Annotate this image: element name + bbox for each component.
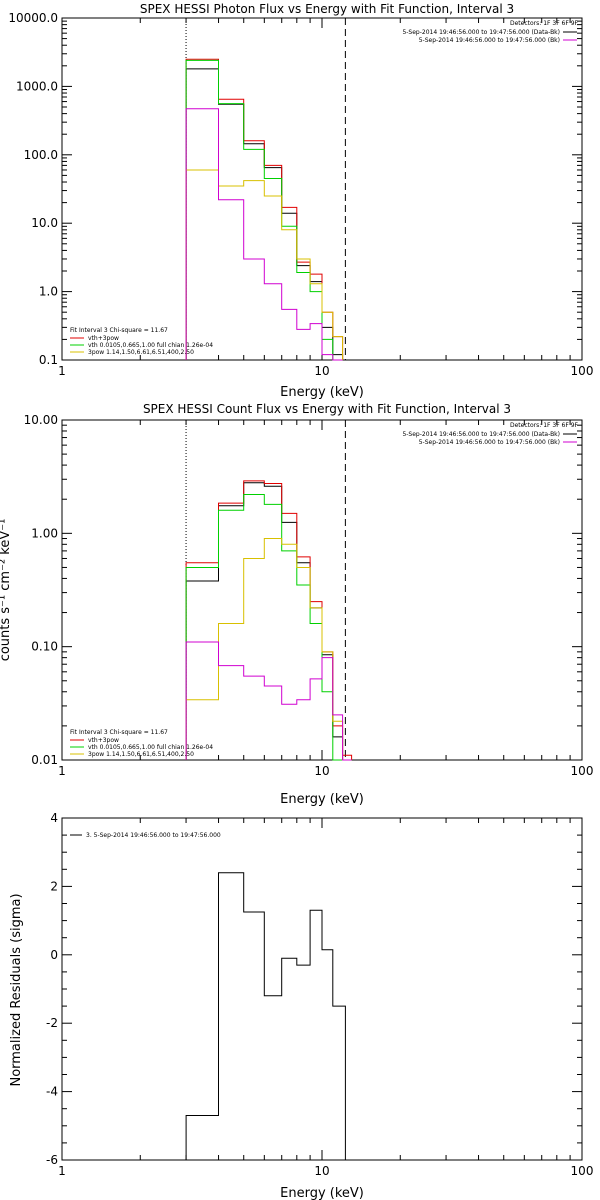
count-flux-panel: SPEX HESSI Count Flux vs Energy with Fit… [0,402,593,807]
x-tick-label: 100 [571,764,594,778]
x-tick-label: 10 [314,364,329,378]
x-tick-labels: 1 10 100 [58,1164,593,1178]
y-tick-label: -4 [46,1085,58,1099]
plot-frame [61,419,583,761]
y-tick-label: 0 [50,948,58,962]
header-line: Detectors: 1F 3F 6F 9F [510,20,579,27]
energy-range-markers [185,420,346,760]
header-line: 5-Sep-2014 19:46:56.000 to 19:47:56.000 … [402,431,560,438]
series-black [185,872,346,1160]
y-tick-label: 1.00 [31,526,58,540]
legend-label: 3pow 1.14,1.50,6.61,6.51,400,2.50 [88,349,194,356]
legend-label: 3pow 1.14,1.50,6.61,6.51,400,2.50 [88,751,194,758]
legend: 3. 5-Sep-2014 19:46:56.000 to 19:47:56.0… [70,832,221,839]
legend-label: 3. 5-Sep-2014 19:46:56.000 to 19:47:56.0… [86,832,221,839]
y-axis-label: Normalized Residuals (sigma) [9,893,24,1086]
x-axis-label: Energy (keV) [280,792,364,807]
header-block: Detectors: 1F 3F 6F 9F 5-Sep-2014 19:46:… [402,20,578,44]
y-axis-label: counts s⁻¹ cm⁻² keV⁻¹ [0,519,13,662]
header-line: 5-Sep-2014 19:46:56.000 to 19:47:56.000 … [419,37,560,44]
header-line: 5-Sep-2014 19:46:56.000 to 19:47:56.000 … [419,439,560,446]
legend-fit-info: Fit Interval 3 Chi-square = 11.67 [70,729,168,736]
x-tick-label: 1 [58,764,66,778]
series-black [185,482,352,761]
series-yellow [185,169,344,360]
series-magenta [185,641,352,761]
residual-series [185,872,346,1160]
x-tick-label: 1 [58,364,66,378]
y-tick-label: 10.00 [24,413,58,427]
legend-label: vth 0.0105,0.665,1.00 full chian 1.26e-0… [88,342,213,349]
y-tick-label: -6 [46,1153,58,1167]
legend: Fit Interval 3 Chi-square = 11.67 vth+3p… [70,729,213,758]
y-tick-label: 4 [50,811,58,825]
y-tick-label: 2 [50,879,58,893]
series-magenta [185,108,343,361]
axis-ticks [62,18,582,360]
series-yellow [185,538,352,761]
panel-title: SPEX HESSI Count Flux vs Energy with Fit… [143,402,511,416]
y-tick-labels: 0.1 1.0 10.0 100.0 1000.0 10000.0 [8,11,58,367]
panel-title: SPEX HESSI Photon Flux vs Energy with Fi… [140,2,514,16]
plot-frame [61,817,583,1161]
axis-ticks [62,818,582,1160]
y-tick-labels: 0.01 0.10 1.00 10.00 [24,413,58,767]
residuals-panel: -6 -4 -2 0 2 4 1 10 100 Energy (keV) Nor… [9,811,593,1200]
axis-ticks [62,420,582,760]
series-red [185,480,353,760]
y-tick-labels: -6 -4 -2 0 2 4 [46,811,58,1167]
legend-fit-info: Fit Interval 3 Chi-square = 11.67 [70,327,168,334]
x-tick-labels: 1 10 100 [58,764,593,778]
spectrum-series [185,480,353,761]
x-tick-labels: 1 10 100 [58,364,593,378]
header-line: Detectors: 1F 3F 6F 9F [510,422,579,429]
spectrum-series [185,58,344,361]
y-tick-label: 10.0 [31,216,58,230]
x-tick-label: 10 [314,764,329,778]
y-tick-label: 0.1 [39,353,58,367]
y-tick-label: 0.10 [31,640,58,654]
series-green [185,494,352,761]
y-tick-label: 10000.0 [8,11,58,25]
photon-flux-panel: SPEX HESSI Photon Flux vs Energy with Fi… [8,2,593,400]
y-tick-label: -2 [46,1016,58,1030]
x-tick-label: 10 [314,1164,329,1178]
y-tick-label: 1.0 [39,285,58,299]
header-block: Detectors: 1F 3F 6F 9F 5-Sep-2014 19:46:… [402,422,578,446]
x-tick-label: 1 [58,1164,66,1178]
legend-label: vth+3pow [88,335,119,342]
y-tick-label: 100.0 [24,148,58,162]
x-axis-label: Energy (keV) [280,1186,364,1200]
header-line: 5-Sep-2014 19:46:56.000 to 19:47:56.000 … [402,29,560,36]
y-tick-label: 1000.0 [16,79,58,93]
series-black [185,68,344,360]
x-tick-label: 100 [571,364,594,378]
series-green [185,59,343,361]
series-red [185,58,344,360]
legend-label: vth 0.0105,0.665,1.00 full chian 1.26e-0… [88,744,213,751]
x-tick-label: 100 [571,1164,594,1178]
legend-label: vth+3pow [88,737,119,744]
x-axis-label: Energy (keV) [280,385,364,400]
y-tick-label: 0.01 [31,753,58,767]
legend: Fit Interval 3 Chi-square = 11.67 vth+3p… [70,327,213,356]
